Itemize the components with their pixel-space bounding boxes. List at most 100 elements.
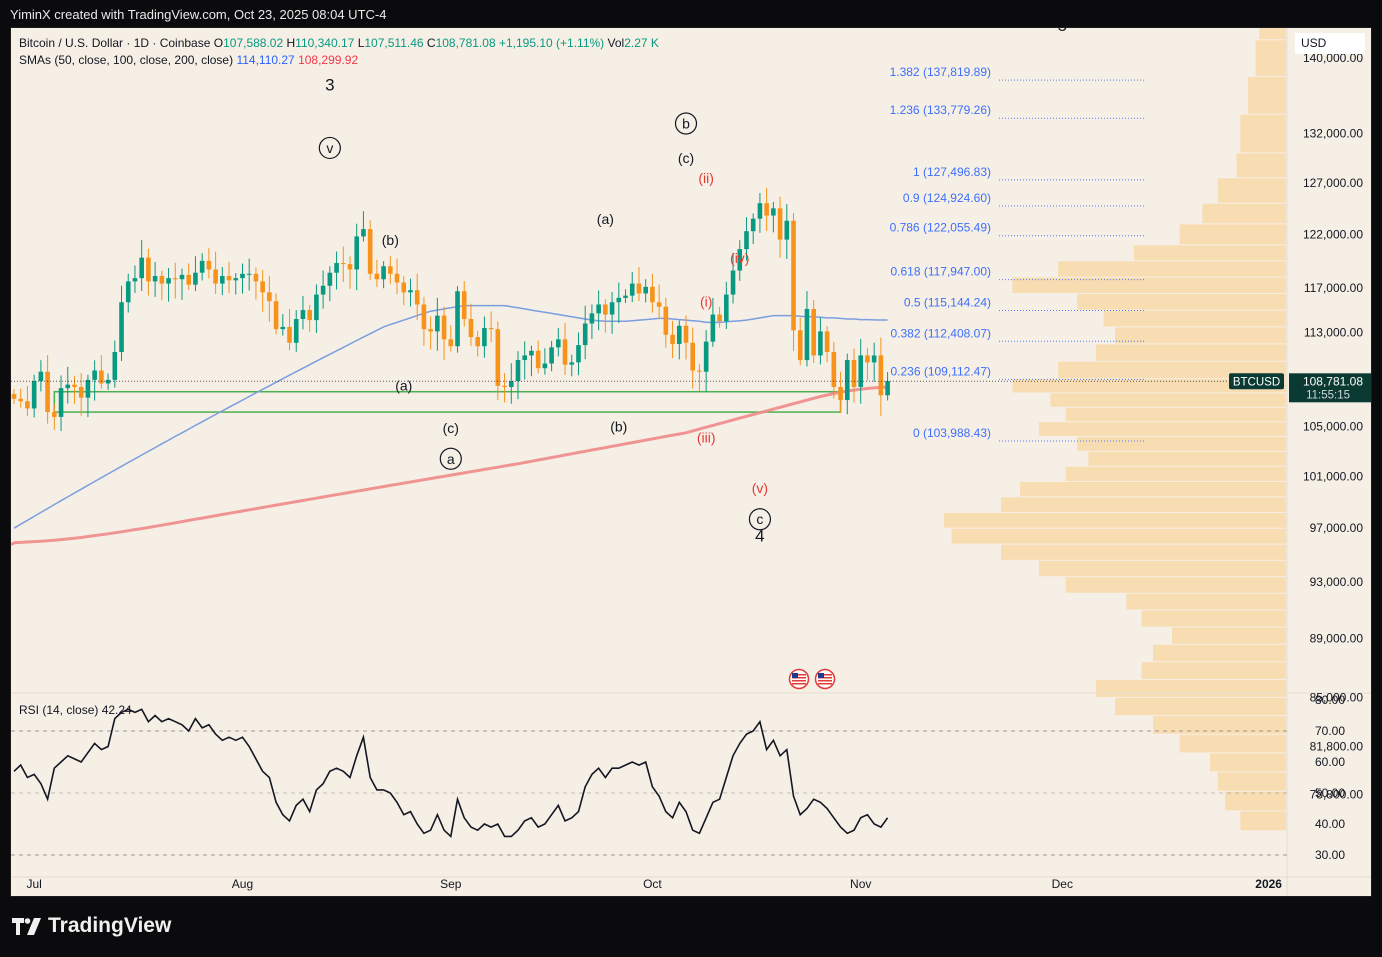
candle-body <box>428 329 433 332</box>
wave-label[interactable]: (v) <box>752 480 768 496</box>
chart-frame[interactable]: 2 (156,319.73)1.764 (148,978.77)1.618 (1… <box>10 27 1372 897</box>
price-axis-tick-label: 127,000.00 <box>1303 176 1363 190</box>
candle-body <box>871 355 877 363</box>
candle-body <box>710 314 716 342</box>
wave-label[interactable]: (a) <box>395 378 412 394</box>
candle-body <box>435 315 440 332</box>
candle-body <box>663 306 669 335</box>
currency-selector[interactable]: USD <box>1295 33 1365 54</box>
us-flag-stripe <box>818 680 832 682</box>
fib-level-label[interactable]: 0.382 (112,408.07) <box>890 326 991 340</box>
fib-level-label[interactable]: 0 (103,988.43) <box>913 426 991 440</box>
volume-profile-bar <box>1020 481 1286 497</box>
fib-level-label[interactable]: 0.786 (122,055.49) <box>890 221 991 235</box>
wave-label[interactable]: 3 <box>325 75 334 94</box>
price-axis-tick-label: 113,000.00 <box>1304 326 1363 340</box>
wave-label[interactable]: (a) <box>597 211 614 227</box>
candle-body <box>448 339 454 347</box>
volume-profile-bar <box>1217 178 1286 203</box>
us-flag-event-icon[interactable] <box>814 668 836 690</box>
wave-label[interactable]: c <box>756 511 763 527</box>
fib-level-label[interactable]: 1.382 (137,819.89) <box>890 65 991 79</box>
symbol-title[interactable]: Bitcoin / U.S. Dollar · 1D · Coinbase <box>19 36 211 50</box>
wave-label[interactable]: 4 <box>755 526 764 545</box>
candle-body <box>529 350 534 356</box>
low-value: 107,511.46 <box>364 36 424 50</box>
wave-label[interactable]: b <box>682 116 690 132</box>
candle-body <box>569 362 575 365</box>
candle-body <box>152 275 158 282</box>
wave-label[interactable]: (c) <box>678 150 694 166</box>
time-axis-tick-label: Oct <box>643 877 662 891</box>
candle-body <box>253 273 259 282</box>
fib-level-label[interactable]: 1.236 (133,779.26) <box>890 103 991 117</box>
candle-body <box>461 291 467 319</box>
candle-body <box>45 371 50 413</box>
volume-profile-bar <box>1096 344 1286 361</box>
candle-body <box>824 331 830 352</box>
volume-profile-bar <box>1065 407 1286 422</box>
candle-body <box>226 275 232 281</box>
price-axis: 156,000.00148,000.00140,000.00132,000.00… <box>1303 51 1364 802</box>
fib-level-label[interactable]: 1 (127,496.83) <box>913 165 991 179</box>
candle-body <box>441 315 447 340</box>
wave-label[interactable]: (iv) <box>730 250 749 266</box>
candle-body <box>354 236 360 270</box>
fibonacci-extension: 2 (156,319.73)1.764 (148,978.77)1.618 (1… <box>890 65 1144 442</box>
fib-level-label[interactable]: 0.9 (124,924.60) <box>903 191 991 205</box>
time-axis: Jul Aug Sep Oct Nov Dec 2026 <box>26 877 1282 891</box>
us-flag-event-icon[interactable] <box>788 668 810 690</box>
wave-label[interactable]: 5 <box>1058 28 1067 35</box>
candle-body <box>206 260 212 270</box>
wave-label[interactable]: (b) <box>610 419 627 435</box>
wave-label[interactable]: (ii) <box>698 170 714 186</box>
candle-body <box>314 294 319 321</box>
volume-profile-bar <box>1012 277 1286 293</box>
candle-body <box>414 290 420 305</box>
price-axis-tick-label: 105,000.00 <box>1303 420 1363 434</box>
fib-level-label[interactable]: 0.236 (109,112.47) <box>890 364 991 378</box>
wave-label[interactable]: (c) <box>443 420 459 436</box>
support-zone-box[interactable] <box>53 390 842 413</box>
candle-body <box>78 386 84 398</box>
wave-label[interactable]: (i) <box>700 294 712 310</box>
us-flag-stripe <box>792 683 806 685</box>
fib-level-label[interactable]: 0.618 (117,947.00) <box>890 265 991 279</box>
sma100-value: 114,110.27 <box>236 53 295 67</box>
wave-label[interactable]: (b) <box>382 232 399 248</box>
candle-body <box>475 337 480 347</box>
candle-body <box>408 290 413 293</box>
candle-body <box>58 388 64 417</box>
price-axis-tick-label: 97,000.00 <box>1310 521 1364 535</box>
wave-label[interactable]: a <box>447 451 455 467</box>
candle-body <box>508 381 514 387</box>
candle-body <box>85 379 91 398</box>
fib-level-label[interactable]: 0.5 (115,144.24) <box>904 295 991 309</box>
low-label: L <box>357 36 365 50</box>
candle-body <box>52 412 57 417</box>
sma-legend[interactable]: SMAs (50, close, 100, close, 200, close) <box>19 53 234 67</box>
price-axis-tick-label: 78,800.00 <box>1310 787 1364 801</box>
elliott-wave-labels: 3v(b)(a)(c)a(a)(b)b(c)(ii)(iv)(i)(iii)(v… <box>318 28 1067 545</box>
candle-body <box>199 260 205 273</box>
volume-profile-bar <box>1001 497 1286 512</box>
candle-body <box>562 339 568 365</box>
rsi-line <box>13 708 889 838</box>
candle-body <box>697 370 702 372</box>
price-badge <box>1289 373 1371 403</box>
candle-body <box>717 314 722 322</box>
price-chart[interactable]: 2 (156,319.73)1.764 (148,978.77)1.618 (1… <box>11 28 1371 896</box>
candle-body <box>38 371 44 382</box>
volume-profile-bar <box>1248 76 1286 114</box>
candle-body <box>186 274 192 285</box>
candle-body <box>179 274 185 280</box>
us-flag-stripe <box>818 677 832 679</box>
volume-profile-bar <box>1153 716 1286 734</box>
wave-label[interactable]: v <box>326 140 333 156</box>
candle-body <box>367 229 373 274</box>
wave-label[interactable]: (iii) <box>697 430 716 446</box>
candle-body <box>482 328 487 347</box>
us-flag-event-icon-ring <box>814 668 836 690</box>
rsi-legend[interactable]: RSI (14, close) 42.24 <box>19 703 132 717</box>
